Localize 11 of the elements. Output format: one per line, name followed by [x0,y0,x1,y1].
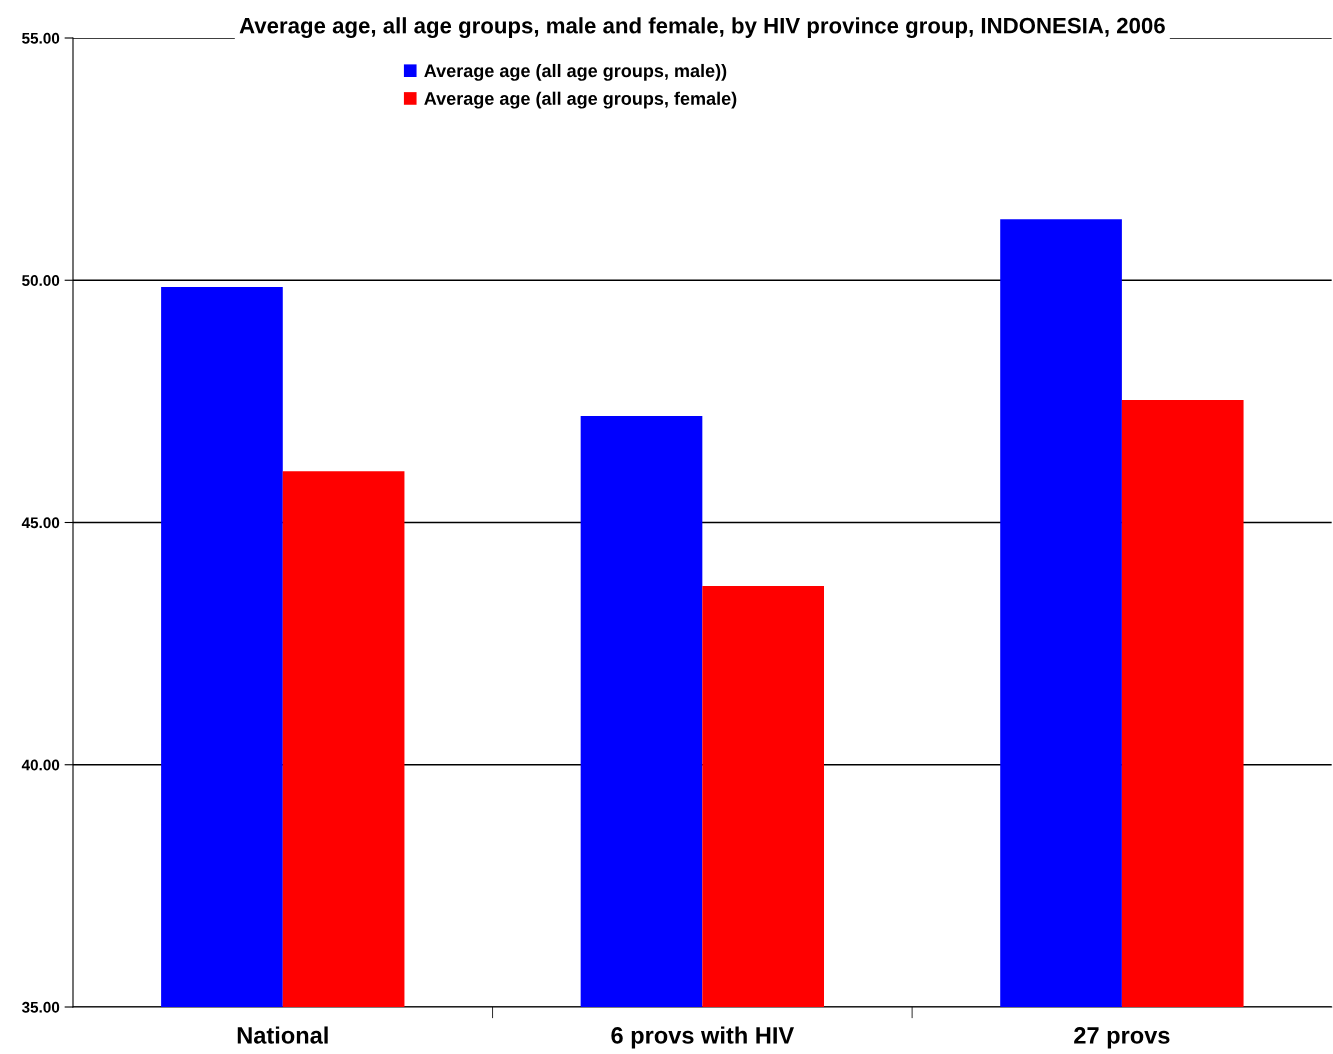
legend-label: Average age (all age groups, female) [424,91,737,109]
x-tick-label: 27 provs [1074,1027,1170,1049]
y-tick-label: 45.00 [21,517,60,529]
y-tick-label: 40.00 [21,759,60,771]
x-tick-label: 6 provs with HIV [611,1026,795,1049]
y-tick-label: 55.00 [22,32,60,44]
x-tick-label: National [237,1026,328,1044]
y-tick-label: 35.00 [21,1001,60,1013]
y-tick-label: 50.00 [22,275,60,286]
legend-label: Average age (all age groups, male)) [424,63,727,81]
chart-title: Average age, all age groups, male and female, by HIV province group, INDONESIA, 2006 [239,17,1165,38]
